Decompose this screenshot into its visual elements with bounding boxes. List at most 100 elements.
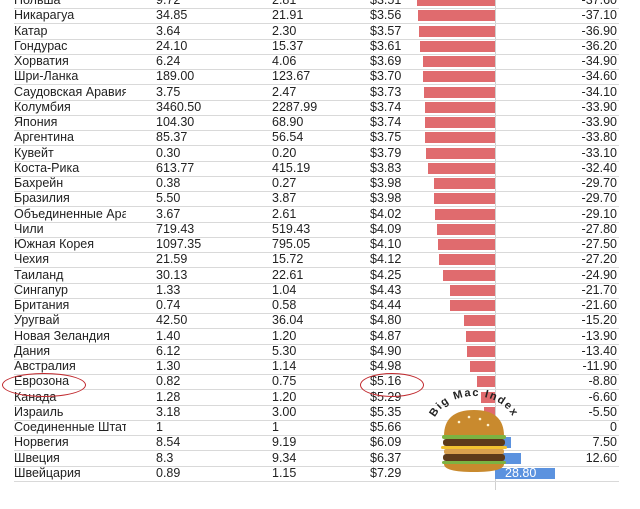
table-row: Сингапур 1.33 1.04 $4.43 -21.70 [14, 283, 619, 299]
diff-value: -5.50 [588, 404, 618, 419]
local-price-cell: 8.54 [156, 435, 181, 450]
table-row: Дания 6.12 5.30 $4.90 -13.40 [14, 344, 619, 360]
table-row: Коста-Рика 613.77 415.19 $3.83 -32.40 [14, 161, 619, 177]
local-price-cell: 0.89 [156, 465, 181, 480]
local-price-cell: 5.50 [156, 191, 181, 206]
table-row: Объединенные Арабские Эмираты 3.67 2.61 $4.… [14, 207, 619, 223]
exchange-rate-cell: 15.72 [272, 252, 304, 267]
eurozone-price-highlight [360, 373, 424, 397]
exchange-rate-cell: 795.05 [272, 237, 311, 251]
exchange-rate-cell: 0.75 [272, 374, 297, 389]
country-cell: Саудовская Аравия [14, 84, 126, 99]
diff-bar [483, 406, 495, 418]
local-price-cell: 1097.35 [156, 237, 202, 251]
exchange-rate-cell: 2.81 [272, 0, 297, 7]
diff-bar [470, 361, 495, 372]
diff-value: -33.90 [581, 115, 617, 129]
country-cell: Сингапур [14, 282, 68, 297]
table-row: Аргентина 85.37 56.54 $3.75 -33.80 [14, 130, 619, 147]
table-row: Шри-Ланка 189.00 123.67 $3.70 -34.60 [14, 69, 619, 86]
local-price-cell: 719.43 [156, 221, 195, 236]
exchange-rate-cell: 2287.99 [272, 99, 318, 114]
diff-value: -33.10 [581, 145, 617, 160]
exchange-rate-cell: 36.04 [272, 313, 304, 328]
local-price-cell: 3460.50 [156, 99, 202, 114]
country-cell: Южная Корея [14, 237, 94, 251]
usd-price-cell: $7.29 [370, 465, 402, 480]
local-price-cell: 9.72 [156, 0, 181, 7]
diff-bar [433, 178, 495, 189]
usd-price-cell: $4.98 [370, 359, 402, 373]
country-cell: Норвегия [14, 435, 69, 450]
country-cell: Соединенные Штаты [14, 420, 126, 434]
usd-price-cell: $3.83 [370, 160, 402, 175]
diff-bar [426, 147, 495, 159]
local-price-cell: 24.10 [156, 38, 188, 53]
diff-value: -6.60 [588, 389, 618, 404]
table-row: Польша 9.72 2.81 $3.51 -37.60 [14, 0, 619, 9]
usd-price-cell: $3.73 [370, 84, 402, 99]
local-price-cell: 1.40 [156, 328, 181, 343]
diff-value: -33.90 [581, 99, 617, 114]
table-row: Саудовская Аравия 3.75 2.47 $3.73 -34.10 [14, 85, 619, 101]
exchange-rate-cell: 22.61 [272, 267, 304, 282]
diff-value: -34.10 [581, 84, 617, 99]
diff-value: -36.20 [581, 38, 617, 53]
diff-value: -29.70 [581, 176, 617, 190]
usd-price-cell: $3.98 [370, 191, 402, 206]
diff-bar [467, 345, 495, 357]
diff-bar [423, 71, 495, 83]
exchange-rate-cell: 1.20 [272, 328, 297, 343]
local-price-cell: 3.75 [156, 84, 181, 99]
country-cell: Австралия [14, 359, 76, 373]
diff-value: -27.80 [581, 221, 617, 236]
usd-price-cell: $3.70 [370, 69, 402, 84]
diff-value: -29.10 [581, 206, 617, 221]
local-price-cell: 0.82 [156, 374, 181, 389]
usd-price-cell: $6.09 [370, 435, 402, 450]
country-cell: Гондурас [14, 38, 68, 53]
table-row: Япония 104.30 68.90 $3.74 -33.90 [14, 115, 619, 131]
local-price-cell: 189.00 [156, 69, 195, 84]
country-cell: Объединенные Арабские Эмираты [14, 206, 126, 221]
country-cell: Бахрейн [14, 176, 64, 190]
table-row: Новая Зеландия 1.40 1.20 $4.87 -13.90 [14, 329, 619, 345]
diff-value: -34.90 [581, 54, 617, 68]
country-cell: Таиланд [14, 267, 64, 282]
country-cell: Никарагуа [14, 8, 75, 23]
diff-value: -27.20 [581, 252, 617, 267]
usd-price-cell: $4.44 [370, 298, 402, 312]
diff-bar [425, 132, 495, 144]
diff-bar [481, 391, 495, 403]
exchange-rate-cell: 519.43 [272, 221, 311, 236]
diff-value: -21.60 [581, 298, 617, 312]
usd-price-cell: $3.56 [370, 8, 402, 23]
usd-price-cell: $3.98 [370, 176, 402, 190]
zero-axis-line [495, 0, 496, 490]
usd-price-cell: $4.90 [370, 343, 402, 358]
diff-bar [466, 330, 495, 342]
table-row: Канада 1.28 1.20 $5.29 -6.60 [14, 390, 619, 406]
table-row: Бразилия 5.50 3.87 $3.98 -29.70 [14, 191, 619, 208]
exchange-rate-cell: 56.54 [272, 130, 304, 145]
local-price-cell: 104.30 [156, 115, 195, 129]
diff-bar [450, 300, 495, 311]
usd-price-cell: $4.80 [370, 313, 402, 328]
usd-price-cell: $6.37 [370, 450, 402, 465]
country-cell: Израиль [14, 404, 64, 419]
exchange-rate-cell: 3.87 [272, 191, 297, 206]
table-row: Чехия 21.59 15.72 $4.12 -27.20 [14, 252, 619, 269]
local-price-cell: 1 [156, 420, 163, 434]
diff-bar [438, 239, 495, 250]
diff-bar [420, 40, 495, 52]
usd-price-cell: $3.74 [370, 99, 402, 114]
usd-price-cell: $3.69 [370, 54, 402, 68]
table-row: Норвегия 8.54 9.19 $6.09 7.50 [14, 435, 619, 452]
diff-value: -13.90 [581, 328, 617, 343]
usd-price-cell: $4.10 [370, 237, 402, 251]
usd-price-cell: $5.66 [370, 420, 402, 434]
usd-price-cell: $4.87 [370, 328, 402, 343]
country-cell: Аргентина [14, 130, 74, 145]
diff-value: -24.90 [581, 267, 617, 282]
exchange-rate-cell: 0.20 [272, 145, 297, 160]
